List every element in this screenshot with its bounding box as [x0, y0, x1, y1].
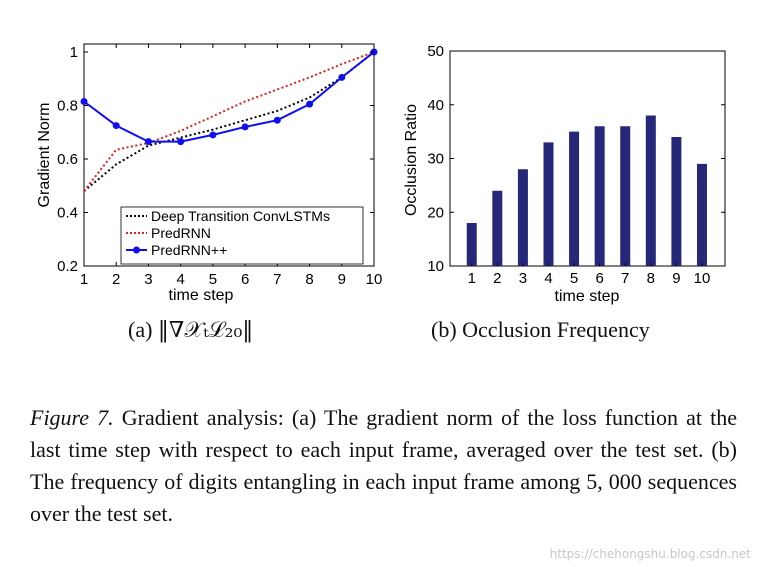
chart-a-ytick-label: 0.6: [57, 151, 78, 168]
chart-b-bar: [466, 223, 477, 266]
chart-a-series-point: [273, 116, 281, 124]
chart-a-series-point: [241, 123, 249, 131]
chart-a-xlabel: time step: [169, 287, 234, 304]
subcaption-a-math: ‖∇𝒳ₜℒ₂₀‖: [157, 318, 254, 343]
chart-a-ticks-group: 1 2 3 4 5 6 7 8 9 10 0.2 0.4 0.6 0.8 1: [57, 44, 382, 288]
chart-b-xtick-label: 4: [544, 270, 552, 287]
figure-caption: Figure 7. Gradient analysis: (a) The gra…: [30, 402, 737, 530]
chart-a-ylabel: Gradient Norm: [36, 103, 53, 208]
subcaption-b-text: Occlusion Frequency: [462, 317, 650, 342]
chart-b-bar: [671, 137, 682, 266]
chart-b-xtick-label: 3: [519, 270, 527, 287]
chart-b-ytick-label: 40: [427, 97, 444, 114]
chart-b-bar: [594, 126, 605, 266]
chart-a-ytick-label: 0.8: [57, 98, 78, 115]
chart-b-xtick-label: 5: [570, 270, 578, 287]
caption-text: Gradient analysis: (a) The gradient norm…: [30, 405, 737, 526]
chart-a-ytick-label: 0.2: [57, 258, 78, 275]
legend-label-predrnn: PredRNN: [151, 225, 211, 241]
chart-a-xtick-label: 5: [209, 271, 217, 288]
chart-a-legend: Deep Transition ConvLSTMs PredRNN PredRN…: [120, 206, 364, 265]
chart-a-series-point: [306, 100, 314, 108]
legend-label-predrnnpp: PredRNN++: [151, 242, 227, 258]
chart-b-bar: [645, 115, 656, 266]
chart-a-ytick-label: 1: [70, 44, 78, 61]
chart-b-xtick-label: 2: [493, 270, 501, 287]
chart-a-xtick-label: 2: [112, 271, 120, 288]
chart-b-xtick-label: 10: [694, 270, 711, 287]
chart-a-series-line-1: [83, 51, 375, 192]
chart-a-xtick-label: 7: [273, 271, 281, 288]
chart-b-ytick-label: 30: [427, 151, 444, 168]
chart-a-series-point: [209, 131, 217, 139]
legend-box: [120, 206, 364, 265]
chart-a-xtick-label: 3: [144, 271, 152, 288]
chart-a-xtick-label: 6: [241, 271, 249, 288]
chart-b-ytick-label: 20: [427, 204, 444, 221]
chart-a-series-point: [112, 122, 120, 130]
chart-b-xlabel: time step: [555, 288, 620, 305]
chart-b-bar: [569, 131, 580, 266]
chart-b-bar: [696, 163, 707, 266]
chart-b-xtick-label: 1: [468, 270, 476, 287]
chart-b-bar: [543, 142, 554, 266]
chart-b-bars-group: [466, 115, 707, 266]
chart-a-xtick-label: 4: [176, 271, 184, 288]
chart-b-xtick-label: 9: [672, 270, 680, 287]
chart-b-plot-area: [449, 50, 726, 267]
caption-label: Figure 7.: [30, 405, 114, 430]
chart-a-series-point: [177, 138, 185, 146]
gradient-norm-chart: 1 2 3 4 5 6 7 8 9 10 0.2 0.4 0.6 0.8 1 time step Gradi…: [36, 43, 382, 304]
subcaption-b: (b) Occlusion Frequency: [431, 317, 650, 343]
chart-a-xtick-label: 8: [305, 271, 313, 288]
chart-b-bar: [517, 169, 528, 266]
chart-a-series-point: [144, 138, 152, 146]
chart-a-ytick-label: 0.4: [57, 205, 78, 222]
chart-a-xtick-label: 9: [338, 271, 346, 288]
chart-b-bar: [620, 126, 631, 266]
chart-b-ylabel: Occlusion Ratio: [403, 104, 420, 216]
subcaption-a-label: (a): [128, 317, 153, 342]
chart-b-xtick-label: 7: [621, 270, 629, 287]
chart-b-ytick-label: 50: [427, 43, 444, 60]
chart-b-ytick-label: 10: [427, 258, 444, 275]
legend-label-deep-transition: Deep Transition ConvLSTMs: [151, 208, 330, 224]
chart-a-xtick-label: 1: [80, 271, 88, 288]
chart-a-series-point: [80, 98, 88, 106]
chart-a-series-point: [338, 73, 346, 81]
chart-b-xtick-label: 6: [595, 270, 603, 287]
chart-a-series-line-2: [83, 51, 375, 143]
chart-b-xtick-label: 8: [647, 270, 655, 287]
occlusion-ratio-chart: 1 2 3 4 5 6 7 8 9 10 10 20 30 40 50 time step Occlusio…: [403, 43, 726, 305]
chart-b-ticks-group: 1 2 3 4 5 6 7 8 9 10 10 20 30 40 50: [427, 43, 725, 287]
watermark: https://chehongshu.blog.csdn.net: [549, 547, 751, 561]
subcaption-a: (a) ‖∇𝒳ₜℒ₂₀‖: [128, 317, 253, 343]
chart-a-xtick-label: 10: [366, 271, 383, 288]
legend-marker-predrnnpp: [133, 246, 140, 254]
chart-b-bar: [492, 190, 503, 266]
chart-a-series-line-0: [83, 51, 375, 192]
chart-a-series-group: [80, 48, 378, 192]
subcaption-b-label: (b): [431, 317, 457, 342]
